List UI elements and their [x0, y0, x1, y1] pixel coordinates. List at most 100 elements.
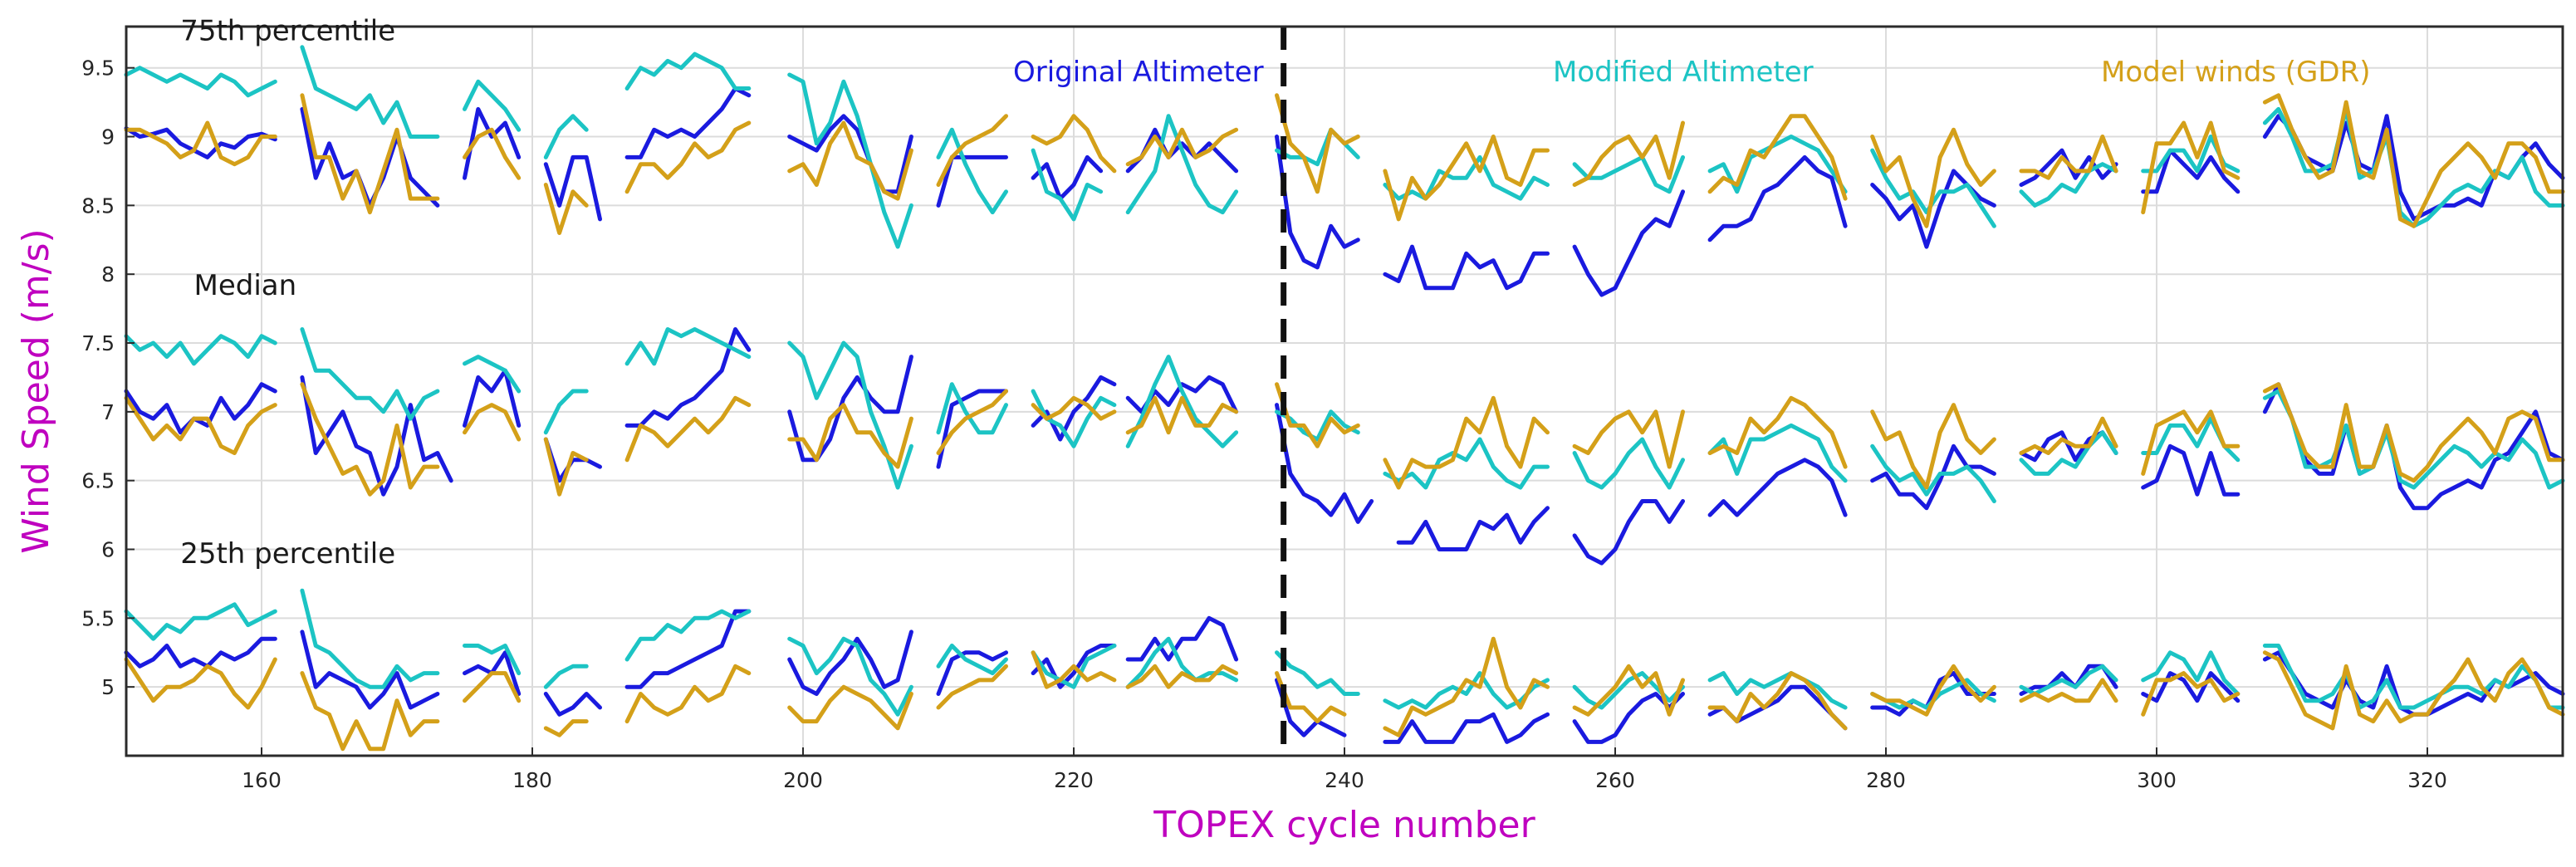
series-line-segment	[624, 609, 752, 689]
series-line-segment	[1383, 671, 1550, 710]
series-line-segment	[300, 106, 440, 208]
series-line-segment	[624, 664, 752, 724]
series-line-segment	[2262, 93, 2565, 228]
x-tick-label: 160	[242, 768, 282, 792]
series-line-segment	[1572, 664, 1685, 717]
series-line-segment	[1707, 154, 1848, 242]
series-line-segment	[2262, 389, 2565, 490]
series-line-segment	[2262, 644, 2565, 710]
series-line-segment	[787, 636, 913, 717]
series-line-segment	[300, 588, 440, 689]
series-line-segment	[936, 664, 1008, 710]
panel-labels: 75th percentile Median 25th percentile	[180, 15, 395, 571]
series-line-segment	[300, 45, 440, 139]
series-line-segment	[543, 114, 589, 159]
series-line-segment	[463, 79, 522, 132]
series-line-segment	[787, 114, 913, 194]
series-line-segment	[463, 403, 522, 442]
axis-ticks: 160 180 200 220 240 260 280 300 320 5 5.5 6 6.5 7 7.5 8…	[81, 56, 2447, 792]
series-line-segment	[624, 327, 752, 366]
y-tick-label: 9	[101, 125, 115, 149]
series-line-segment	[936, 127, 1008, 215]
x-axis-title: TOPEX cycle number	[1153, 804, 1535, 846]
y-tick-label: 9.5	[81, 56, 115, 81]
series-line-segment	[543, 664, 589, 689]
legend-entry: Modified Altimeter	[1553, 56, 1814, 89]
series-line-segment	[1572, 437, 1685, 490]
series-line-segment	[624, 86, 752, 159]
series-line-segment	[787, 684, 913, 731]
x-tick-label: 320	[2407, 768, 2447, 792]
series-line-segment	[1031, 148, 1104, 222]
x-tick-label: 200	[783, 768, 823, 792]
series-line-segment	[2262, 114, 2565, 222]
series-line-segment	[787, 403, 913, 469]
series-line-segment	[936, 650, 1008, 696]
y-axis-title: Wind Speed (m/s)	[15, 228, 57, 553]
series-line-segment	[1031, 154, 1104, 201]
legend-entry: Model winds (GDR)	[2101, 56, 2370, 89]
panel-label: Median	[194, 269, 297, 302]
series-line-segment	[1572, 409, 1685, 469]
y-tick-label: 6	[101, 538, 115, 562]
legend: Original Altimeter Modified Altimeter Mode…	[1013, 56, 2370, 89]
series-line-segment	[787, 355, 913, 463]
series-line-segment	[624, 327, 752, 428]
series-line-segment	[1870, 443, 1996, 503]
series-line-segment	[124, 120, 277, 167]
series-line-segment	[1707, 423, 1848, 483]
series-line-segment	[1031, 650, 1117, 689]
series-line-segment	[1572, 189, 1685, 297]
series-line-segment	[1031, 375, 1117, 442]
series-line-segment	[543, 692, 602, 717]
series-lines	[124, 45, 2565, 752]
x-tick-label: 280	[1866, 768, 1906, 792]
series-line-segment	[300, 327, 440, 421]
series-line-segment	[1870, 403, 1996, 490]
series-line-segment	[1707, 671, 1848, 731]
series-line-segment	[2262, 382, 2565, 511]
series-line-segment	[2141, 443, 2241, 497]
series-line-segment	[543, 154, 602, 222]
series-line-segment	[936, 382, 1008, 435]
series-line-segment	[936, 644, 1008, 676]
series-line-segment	[124, 66, 277, 98]
series-line-segment	[300, 93, 440, 215]
x-tick-label: 180	[512, 768, 552, 792]
series-line-segment	[1383, 437, 1550, 490]
y-tick-label: 7.5	[81, 331, 115, 355]
series-line-segment	[787, 629, 913, 696]
series-line-segment	[624, 120, 752, 194]
series-line-segment	[124, 382, 277, 435]
series-line-segment	[624, 51, 752, 91]
series-line-segment	[2019, 162, 2118, 208]
series-line-segment	[543, 437, 602, 483]
series-line-segment	[124, 395, 277, 455]
series-line-segment	[543, 389, 589, 435]
series-line-segment	[463, 355, 522, 394]
series-line-segment	[1275, 93, 1360, 194]
series-line-segment	[1275, 409, 1360, 442]
y-tick-label: 5	[101, 675, 115, 699]
series-line-segment	[1707, 671, 1848, 710]
series-line-segment	[300, 629, 440, 710]
series-line-segment	[2019, 148, 2118, 187]
series-line-segment	[2019, 135, 2118, 180]
series-line-segment	[1275, 382, 1360, 448]
series-line-segment	[1383, 135, 1550, 222]
series-line-segment	[543, 183, 589, 235]
series-line-segment	[1275, 135, 1360, 270]
series-line-segment	[1396, 506, 1550, 551]
series-line-segment	[1275, 650, 1360, 696]
series-line-segment	[1125, 395, 1239, 435]
series-line-segment	[787, 340, 913, 490]
series-line-segment	[1031, 395, 1117, 421]
series-line-segment	[124, 636, 277, 669]
series-line-segment	[1383, 395, 1550, 490]
series-line-segment	[1383, 244, 1550, 291]
series-line-segment	[2019, 430, 2118, 476]
series-line-segment	[1572, 120, 1685, 187]
series-line-segment	[124, 602, 277, 641]
